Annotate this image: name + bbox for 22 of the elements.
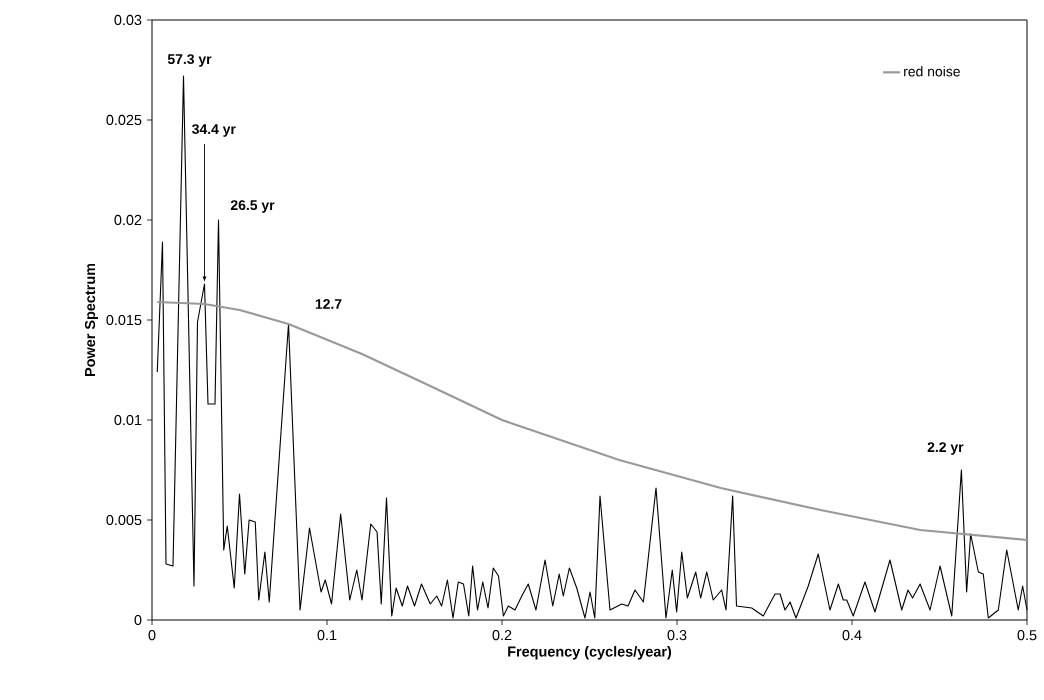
- x-tick-label: 0.4: [842, 630, 862, 641]
- annotation: 34.4 yr: [192, 124, 236, 137]
- y-tick-label: 0.01: [114, 414, 142, 426]
- line-series: [156, 300, 1029, 542]
- y-tick-label: 0: [134, 614, 142, 626]
- y-tick-label: 0.025: [106, 114, 142, 126]
- x-tick-label: 0.3: [667, 630, 687, 641]
- annotation: 12.7: [315, 299, 342, 309]
- annotation: 57.3 yr: [167, 54, 212, 67]
- x-axis-title: Frequency (cycles/year): [508, 646, 672, 660]
- y-tick-label: 0.03: [114, 14, 142, 26]
- y-tick-label: 0.02: [114, 214, 142, 226]
- annotation: 2.2 yr: [927, 442, 964, 455]
- annotation: 26.5 yr: [230, 200, 275, 213]
- y-axis-title: Power Spectrum: [84, 263, 99, 377]
- legend-label: red noise: [904, 66, 960, 77]
- y-tick-label: 0.015: [106, 314, 142, 326]
- x-tick-label: 0.1: [317, 630, 337, 641]
- x-tick-label: 0: [148, 630, 156, 641]
- y-tick-label: 0.005: [106, 514, 142, 526]
- x-tick-label: 0.5: [1017, 630, 1037, 641]
- x-tick-label: 0.2: [492, 630, 512, 641]
